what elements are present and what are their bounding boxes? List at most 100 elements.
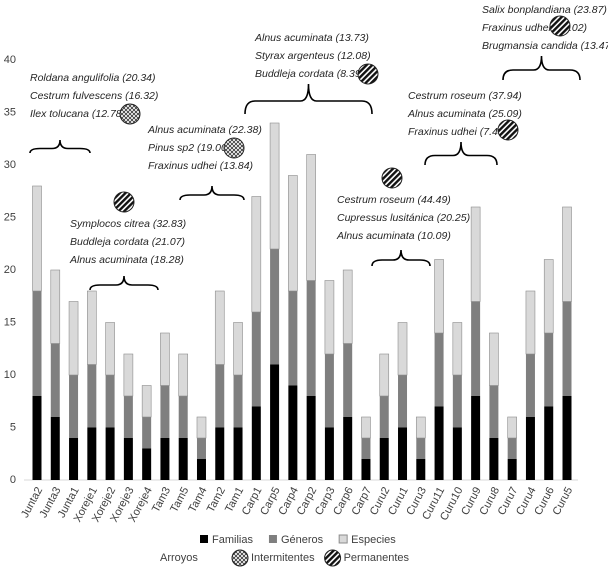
legend-swatch (200, 535, 208, 543)
y-tick-label: 10 (4, 369, 16, 381)
bar-segment (379, 396, 389, 438)
bar-segment (471, 396, 481, 480)
bar-segment (434, 259, 444, 334)
bar-segment (215, 364, 225, 428)
bar-segment (489, 438, 499, 480)
bar-segment (69, 438, 79, 480)
bar-segment (69, 375, 79, 438)
bar-segment (562, 301, 572, 396)
bar-segment (50, 269, 61, 344)
annotation-text: Cupressus lusitánica (20.25) (337, 212, 470, 224)
annotation-text: Fraxinus udhei (7.46) (408, 126, 507, 138)
legend-label: Géneros (281, 534, 324, 546)
bar-segment (434, 406, 444, 480)
annotation-text: Alnus acuminata (22.38) (147, 124, 262, 136)
bar-segment (196, 438, 206, 459)
bar-segment (416, 438, 426, 459)
bar-segment (178, 396, 188, 438)
bar-segment (178, 353, 189, 397)
annotation-text: Ilex tolucana (12.78) (30, 108, 125, 120)
bar-segment (142, 448, 152, 480)
bar-segment (123, 396, 133, 438)
bar-segment (343, 343, 353, 417)
annotation-text: Cestrum roseum (44.49) (337, 194, 451, 206)
brace (29, 139, 91, 154)
bar-segment (123, 353, 134, 397)
y-tick-label: 0 (10, 474, 16, 486)
stream-icon (497, 119, 519, 141)
bar-segment (251, 196, 262, 313)
bar-segment (160, 438, 170, 480)
stream-legend-label: Permanentes (344, 552, 410, 564)
legend-label: Familias (212, 534, 253, 546)
brace (89, 275, 159, 291)
bar-segment (288, 175, 298, 292)
annotation-text: Alnus acuminata (10.09) (336, 230, 451, 242)
bar-segment (87, 364, 97, 428)
bar-segment (452, 427, 462, 480)
bar-segment (544, 333, 554, 407)
bar-segment (470, 206, 481, 302)
bar-segment (160, 385, 170, 438)
annotation-text: Styrax argenteus (12.08) (255, 50, 371, 62)
bar-segment (32, 396, 42, 480)
bar-segment (324, 354, 334, 428)
annotation-text: Cestrum fulvescens (16.32) (30, 90, 158, 102)
bar-segment (32, 291, 42, 396)
y-tick-label: 35 (4, 106, 16, 118)
y-tick-label: 30 (4, 159, 16, 171)
bar-segment (544, 406, 554, 480)
annotation-text: Alnus acuminata (18.28) (69, 254, 184, 266)
stream-legend-title: Arroyos (160, 552, 198, 564)
bar-segment (452, 375, 462, 428)
annotation-text: Buddleja cordata (21.07) (70, 236, 185, 248)
bar-segment (562, 206, 572, 302)
bar-segment (68, 301, 79, 376)
bar-segment (507, 416, 517, 439)
bar-segment (105, 375, 115, 428)
bar-segment (489, 385, 499, 438)
y-tick-label: 15 (4, 316, 16, 328)
bar-segment (141, 385, 152, 418)
annotation-text: Cestrum roseum (37.94) (408, 90, 522, 102)
bar-segment (525, 417, 535, 480)
bar-segment (196, 416, 207, 439)
bar-segment (32, 185, 42, 292)
bar-segment (434, 333, 444, 407)
bar-segment (398, 427, 408, 480)
y-tick-label: 25 (4, 211, 16, 223)
bar-segment (215, 427, 225, 480)
annotation-text: Fraxinus udhei (23.02) (482, 22, 587, 34)
bar-segment (507, 438, 517, 459)
bar-segment (269, 122, 280, 250)
stream-icon (231, 549, 249, 567)
annotation-text: Symplocos citrea (32.83) (70, 218, 186, 230)
stream-icon (324, 549, 342, 567)
bar-segment (398, 375, 408, 428)
bar-segment (343, 417, 353, 480)
legend-swatch (338, 534, 348, 544)
annotation-text: Alnus acuminata (13.73) (254, 32, 369, 44)
bar-segment (342, 269, 353, 344)
bar-segment (525, 290, 536, 355)
bar-segment (233, 322, 243, 376)
bar-segment (142, 417, 152, 449)
bar-segment (288, 291, 298, 386)
bar-segment (361, 416, 371, 439)
annotation-text: Alnus acuminata (25.09) (407, 108, 522, 120)
bar-segment (87, 290, 97, 365)
bar-segment (525, 354, 535, 417)
brace (424, 141, 498, 166)
stream-legend-label: Intermitentes (251, 552, 315, 564)
bar-segment (196, 459, 206, 480)
bar-segment (416, 459, 426, 480)
annotation-text: Salix bonplandiana (23.87) (482, 4, 607, 16)
stream-icon (381, 167, 403, 189)
bar-segment (251, 312, 261, 407)
bar-segment (397, 322, 408, 376)
annotation-text: Roldana angulifolia (20.34) (30, 72, 156, 84)
bar-segment (105, 322, 115, 376)
bar-segment (306, 154, 316, 281)
bar-segment (288, 385, 298, 480)
